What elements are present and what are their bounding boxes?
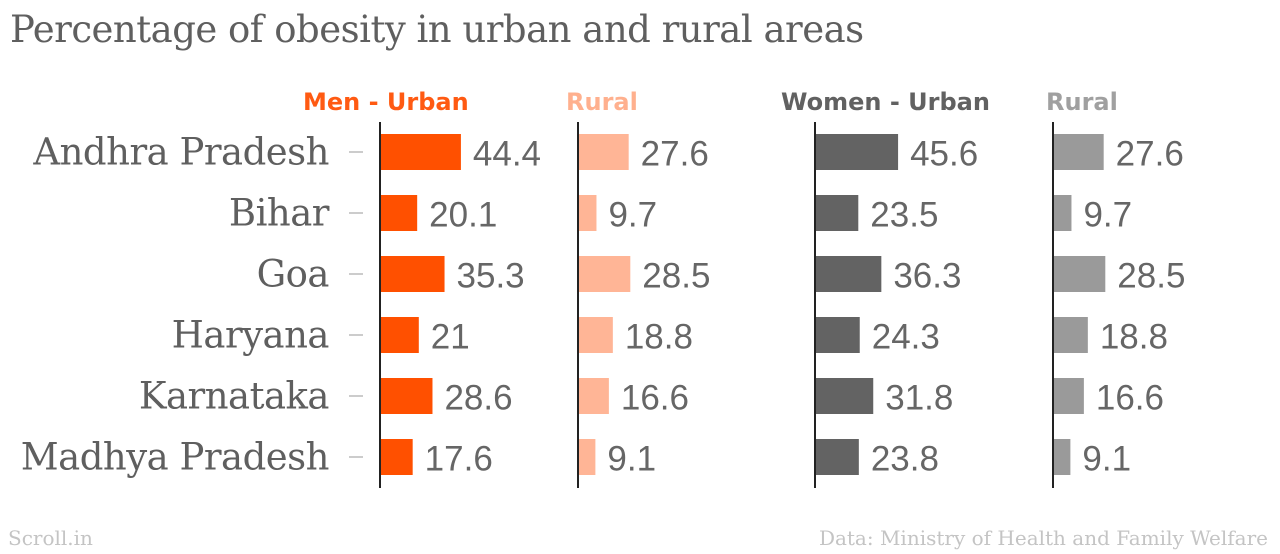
bar [579,256,631,292]
value-label: 16.6 [621,379,689,418]
bar [1054,378,1084,414]
value-label: 21 [431,318,470,357]
value-label: 23.8 [871,440,939,479]
chart-title: Percentage of obesity in urban and rural… [10,8,864,51]
bar [1054,134,1104,170]
value-label: 9.7 [1083,196,1132,235]
bar [381,439,413,475]
value-label: 31.8 [885,379,953,418]
value-label: 23.5 [870,196,938,235]
value-label: 17.6 [425,440,493,479]
bar [579,378,609,414]
category-label: Karnataka [139,375,330,418]
value-label: 35.3 [457,257,525,296]
bar [381,195,418,231]
bar [816,256,882,292]
category-label: Haryana [172,314,330,357]
category-label: Madhya Pradesh [21,436,329,479]
series-header: Rural [1046,88,1118,116]
series-header: Rural [566,88,638,116]
source-note: Data: Ministry of Health and Family Welf… [818,526,1268,550]
category-label: Bihar [229,192,330,235]
value-label: 24.3 [872,318,940,357]
value-label: 28.5 [642,257,710,296]
value-label: 27.6 [1116,135,1184,174]
value-label: 16.6 [1096,379,1164,418]
bar [381,378,433,414]
value-label: 45.6 [910,135,978,174]
value-label: 44.4 [473,135,541,174]
series-header: Men - Urban [303,88,469,116]
value-label: 36.3 [893,257,961,296]
bar [816,378,874,414]
source-brand: Scroll.in [8,526,93,550]
bar [579,134,629,170]
bar [579,439,596,475]
category-label: Goa [257,253,330,296]
bar [816,317,860,353]
bar [381,134,461,170]
bar [1054,439,1071,475]
bar [381,317,419,353]
bar [381,256,445,292]
bar [579,195,597,231]
bar [816,134,899,170]
bar [1054,317,1088,353]
value-label: 9.1 [1082,440,1131,479]
bar [1054,195,1072,231]
value-label: 28.6 [444,379,512,418]
value-label: 20.1 [429,196,497,235]
value-label: 9.7 [608,196,657,235]
value-label: 18.8 [625,318,693,357]
category-label: Andhra Pradesh [32,131,329,174]
value-label: 9.1 [607,440,656,479]
bar [1054,256,1106,292]
value-label: 28.5 [1117,257,1185,296]
value-label: 27.6 [641,135,709,174]
bar [579,317,613,353]
bar [816,195,859,231]
value-label: 18.8 [1100,318,1168,357]
bar [816,439,859,475]
series-header: Women - Urban [781,88,990,116]
